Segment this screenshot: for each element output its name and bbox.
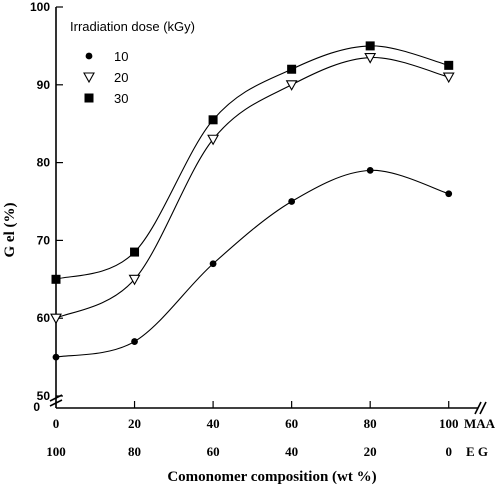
point-30: [130, 247, 140, 257]
x-tick-label: 0: [53, 416, 60, 431]
y-break-label: 0: [33, 400, 40, 414]
point-20: [50, 313, 62, 325]
x-tick-label: 60: [285, 416, 298, 431]
point-30: [365, 41, 375, 51]
legend: Irradiation dose (kGy) 10 20 30: [70, 19, 195, 106]
point-10: [445, 190, 453, 198]
x-axis-break-mark: [474, 401, 482, 415]
legend-label-10: 10: [114, 49, 128, 64]
point-20: [207, 134, 220, 146]
legend-label-30: 30: [114, 91, 128, 106]
y-axis-title: G el (%): [2, 203, 18, 258]
axes: [49, 7, 487, 415]
point-30: [208, 115, 218, 125]
y-tick-label: 50: [37, 389, 51, 403]
x-tick-label-eg: 40: [285, 444, 298, 459]
legend-marker-30: [84, 93, 94, 103]
x-tick-label-eg: 60: [207, 444, 220, 459]
point-20: [364, 53, 377, 64]
y-tick-label: 90: [37, 78, 51, 92]
data-points: [50, 41, 455, 361]
y-tick-label: 80: [37, 156, 51, 170]
x-tick-label: 80: [364, 416, 377, 431]
x-tick-label-eg: 0: [445, 444, 452, 459]
x-row-label-maa: MAA: [464, 416, 496, 431]
point-10: [131, 338, 138, 345]
y-tick-label: 100: [30, 0, 50, 14]
point-10: [366, 166, 374, 174]
point-10: [52, 353, 60, 361]
x-tick-label-eg: 100: [46, 444, 66, 459]
point-30: [51, 274, 61, 284]
x-row-label-eg: E G: [466, 444, 488, 459]
x-tick-label: 40: [207, 416, 220, 431]
legend-marker-10: [85, 52, 93, 60]
legend-marker-20: [83, 72, 95, 84]
point-20: [285, 80, 298, 91]
point-10: [288, 198, 296, 205]
x-tick-label: 100: [439, 416, 459, 431]
x-tick-label-eg: 20: [364, 444, 377, 459]
point-20: [442, 72, 455, 84]
x-tick-label: 20: [128, 416, 141, 431]
x-axis-title: Comonomer composition (wt %): [167, 469, 376, 485]
series-line-20: [55, 57, 449, 319]
x-tick-label-eg: 80: [128, 444, 141, 459]
point-30: [444, 60, 454, 70]
y-tick-label: 70: [37, 233, 51, 247]
series-line-10: [55, 169, 449, 358]
legend-title: Irradiation dose (kGy): [70, 19, 195, 34]
x-axis-break-mark: [479, 401, 487, 415]
point-10: [209, 260, 217, 268]
point-20: [128, 274, 141, 286]
legend-label-20: 20: [114, 70, 128, 85]
y-tick-label: 60: [37, 311, 51, 325]
point-30: [287, 64, 297, 74]
